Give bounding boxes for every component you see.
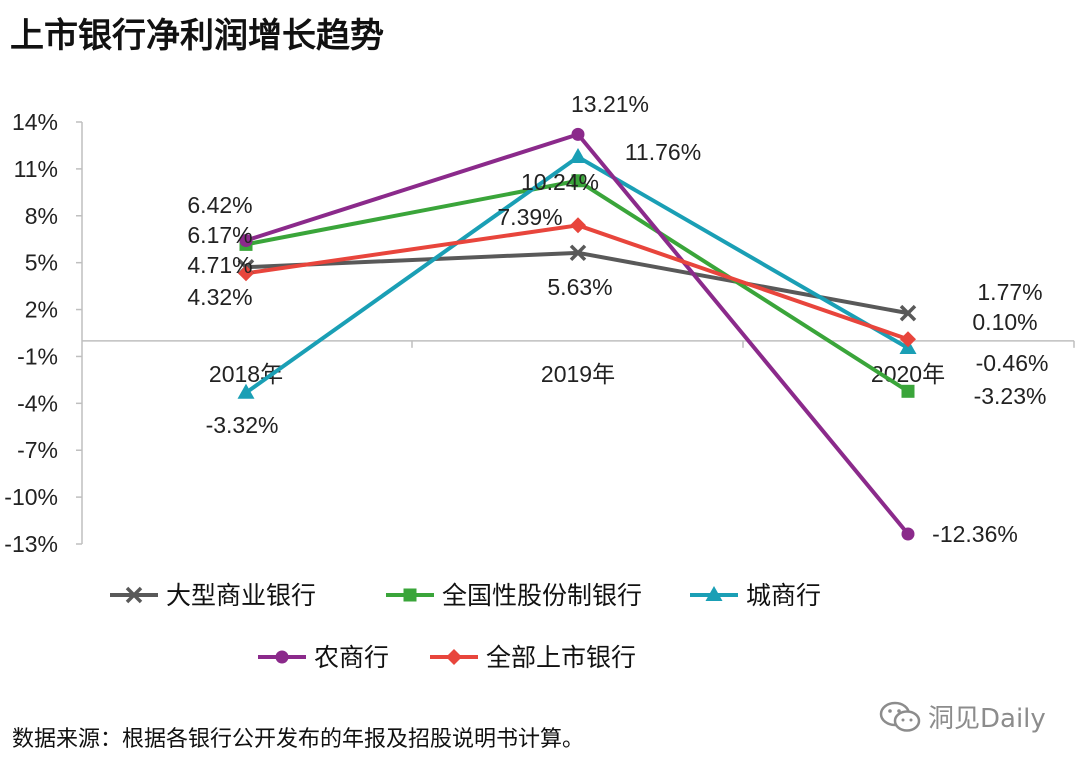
data-point-marker — [571, 127, 585, 141]
data-label: -3.32% — [206, 412, 279, 438]
data-label: 1.77% — [977, 279, 1042, 305]
watermark: 洞见Daily — [878, 698, 1046, 735]
data-point-marker — [125, 586, 143, 604]
data-point-marker — [899, 304, 917, 322]
line-chart: 14%11%8%5%2%-1%-4%-7%-10%-13%2018年 2019年 2… — [4, 91, 1075, 672]
data-point-marker — [239, 233, 253, 247]
data-point-marker — [571, 174, 585, 188]
data-label: 6.42% — [187, 192, 252, 218]
data-label: 10.24% — [521, 169, 599, 195]
y-tick-label: -13% — [4, 531, 58, 557]
data-point-marker — [446, 649, 462, 665]
y-tick-label: -7% — [17, 437, 58, 463]
y-tick-label: 8% — [25, 203, 58, 229]
data-point-marker — [901, 384, 915, 398]
data-point-marker — [901, 527, 915, 541]
data-point-marker — [569, 244, 587, 262]
watermark-text: 洞见Daily — [928, 704, 1046, 734]
chart-title: 上市银行净利润增长趋势 — [10, 16, 384, 56]
y-tick-label: 11% — [14, 156, 58, 182]
data-label: 4.71% — [187, 252, 252, 278]
data-point-marker — [237, 383, 255, 399]
legend-label: 全国性股份制银行 — [442, 582, 642, 610]
y-tick-label: -10% — [4, 484, 58, 510]
y-tick-label: 5% — [25, 250, 58, 276]
data-point-marker — [569, 148, 587, 164]
data-label: -12.36% — [932, 521, 1018, 547]
legend-label: 城商行 — [746, 582, 821, 610]
data-label: 6.17% — [187, 222, 252, 248]
data-label: 0.10% — [972, 309, 1037, 335]
data-label: 5.63% — [547, 274, 612, 300]
x-tick-label: 2019年 — [541, 361, 615, 387]
legend-label: 大型商业银行 — [166, 582, 316, 610]
wechat-icon — [879, 701, 921, 732]
data-point-marker — [900, 331, 916, 348]
y-tick-label: 14% — [12, 109, 58, 135]
data-label: -3.23% — [974, 383, 1047, 409]
data-point-marker — [705, 586, 723, 601]
y-tick-label: 2% — [25, 297, 58, 323]
legend-label: 全部上市银行 — [486, 644, 636, 672]
data-label: -0.46% — [976, 350, 1049, 376]
data-label: 7.39% — [497, 204, 562, 230]
data-label: 11.76% — [625, 139, 701, 165]
data-label: 13.21% — [571, 91, 649, 117]
y-tick-label: -1% — [17, 343, 58, 369]
y-tick-label: -4% — [17, 390, 58, 416]
data-point-marker — [570, 217, 586, 234]
data-source-note: 数据来源：根据各银行公开发布的年报及招股说明书计算。 — [12, 727, 585, 752]
data-label: 4.32% — [187, 284, 252, 310]
legend-label: 农商行 — [314, 644, 389, 672]
data-point-marker — [403, 588, 417, 602]
data-point-marker — [275, 650, 289, 664]
data-point-marker — [238, 265, 254, 282]
